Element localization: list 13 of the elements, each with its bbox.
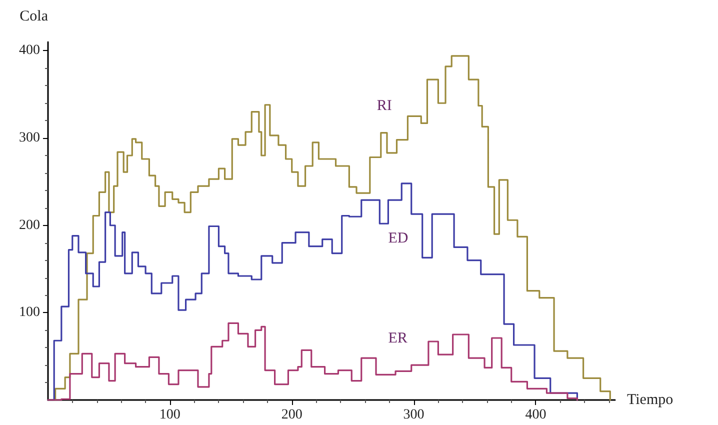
x-tick-label: 100	[159, 408, 180, 422]
x-axis-title: Tiempo	[627, 392, 674, 408]
y-tick-label: 100	[19, 305, 40, 320]
y-tick-label: 300	[19, 130, 40, 146]
x-tick-label: 300	[403, 408, 424, 422]
series-label: ER	[388, 330, 408, 347]
x-tick-label: 400	[525, 408, 546, 422]
series-label: RI	[376, 98, 392, 114]
x-tick-label: 200	[281, 408, 302, 422]
series-label: ED	[388, 230, 408, 246]
y-axis-title: Cola	[20, 8, 48, 24]
y-tick-label: 400	[19, 43, 40, 58]
y-tick-label: 200	[19, 218, 40, 233]
